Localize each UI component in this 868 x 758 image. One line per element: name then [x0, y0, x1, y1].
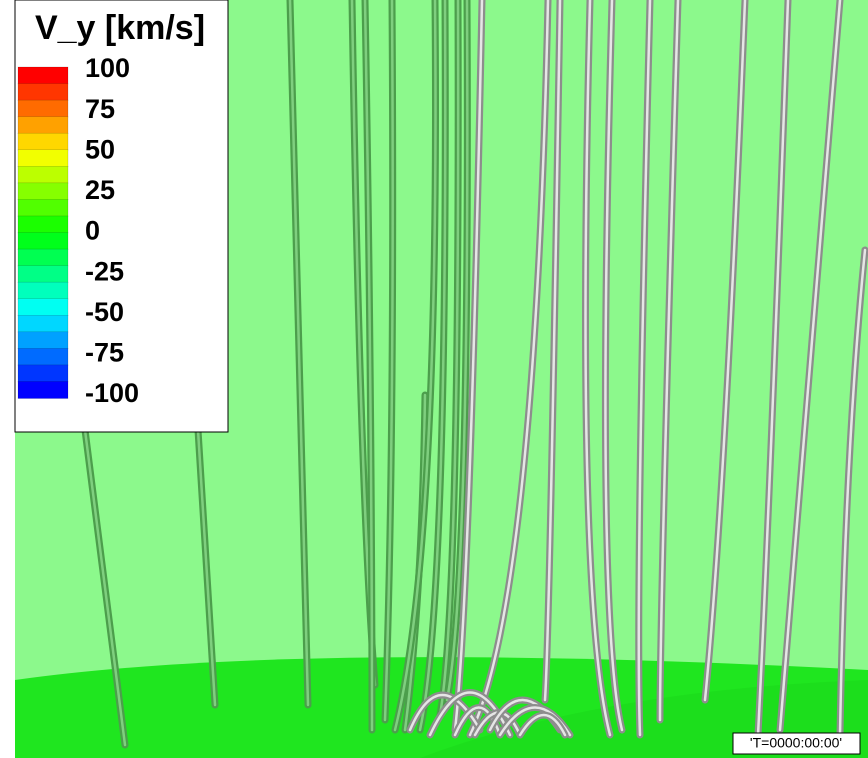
colorbar-band: [18, 183, 68, 200]
colorbar-band: [18, 166, 68, 183]
colorbar-tick-label: -75: [85, 338, 124, 368]
legend-title: V_y [km/s]: [35, 9, 205, 47]
colorbar-tick-label: -100: [85, 378, 139, 408]
colorbar: [18, 67, 68, 399]
colorbar-band: [18, 266, 68, 283]
colorbar-band: [18, 84, 68, 101]
colorbar-band: [18, 365, 68, 382]
colorbar-tick-label: -25: [85, 256, 124, 286]
colorbar-band: [18, 117, 68, 134]
colorbar-tick-label: 100: [85, 53, 130, 83]
colorbar-band: [18, 133, 68, 150]
colorbar-band: [18, 67, 68, 84]
page: {"legend": {"title": "V_y [km/s]", "tick…: [0, 0, 868, 758]
visualization: V_y [km/s] 100 75 50 25 0 -25 -50 -75 -100 'T=00…: [0, 0, 868, 758]
colorbar-band: [18, 233, 68, 250]
colorbar-band: [18, 100, 68, 117]
timestamp: 'T=0000:00:00': [750, 735, 842, 751]
colorbar-band: [18, 332, 68, 349]
colorbar-band: [18, 315, 68, 332]
colorbar-tick-label: 75: [85, 94, 115, 124]
colorbar-tick-label: -50: [85, 297, 124, 327]
colorbar-band: [18, 348, 68, 365]
colorbar-band: [18, 299, 68, 316]
colorbar-tick-label: 50: [85, 134, 115, 164]
colorbar-band: [18, 150, 68, 167]
colorbar-band: [18, 199, 68, 216]
colorbar-band: [18, 216, 68, 233]
colorbar-tick-label: 25: [85, 175, 115, 205]
colorbar-tick-label: 0: [85, 216, 100, 246]
colorbar-band: [18, 249, 68, 266]
colorbar-band: [18, 282, 68, 299]
colorbar-band: [18, 381, 68, 398]
legend: V_y [km/s] 100 75 50 25 0 -25 -50 -75 -100: [15, 0, 228, 432]
